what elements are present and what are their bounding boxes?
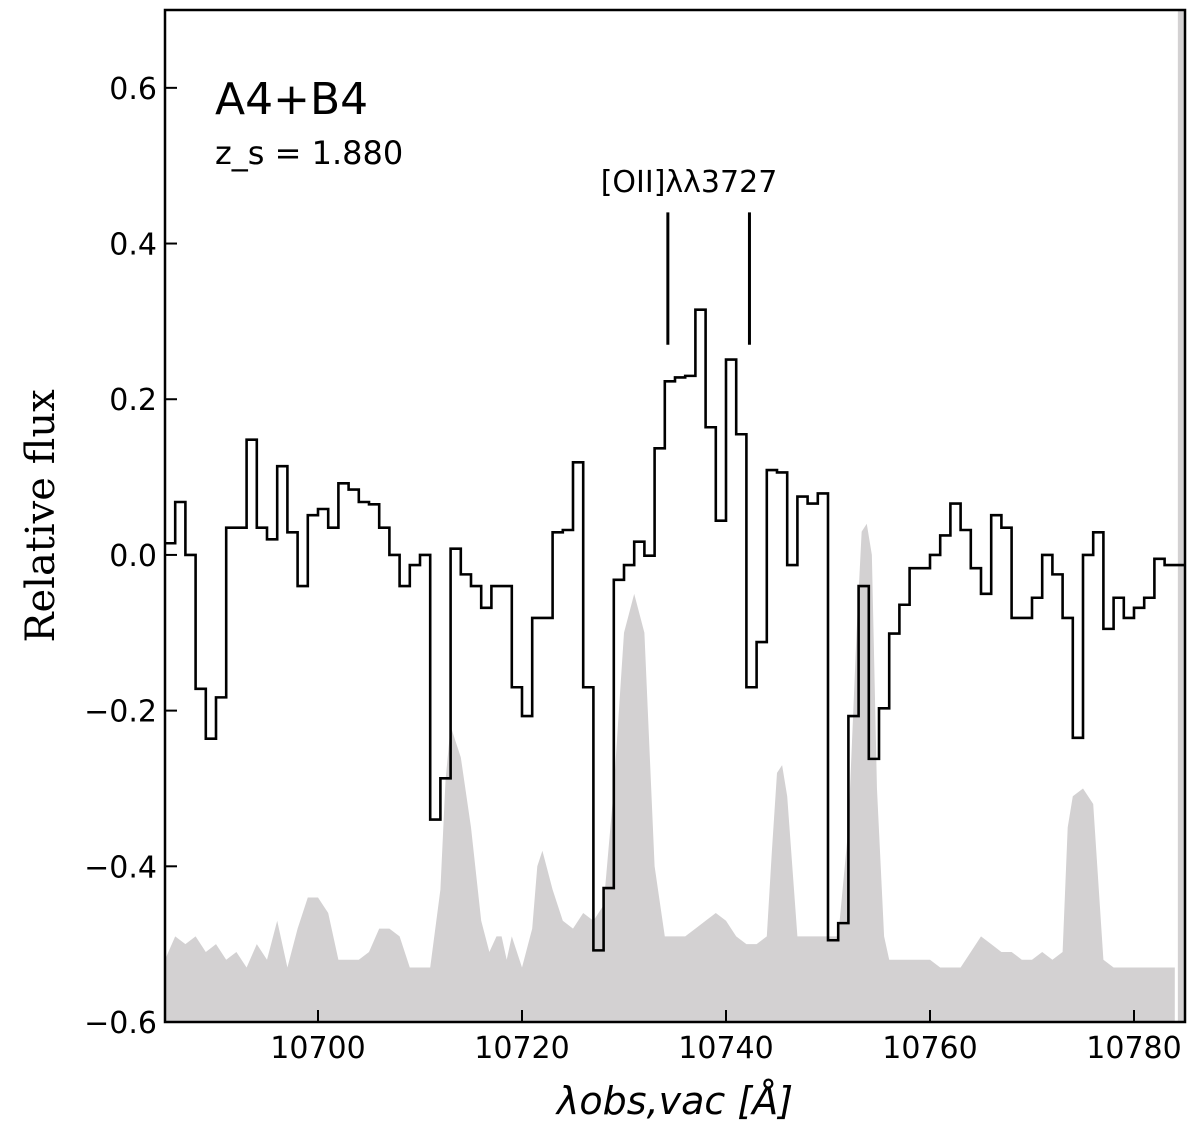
- y-tick-label: 0.4: [109, 228, 157, 263]
- x-axis-label: λobs,vac [Å]: [555, 1079, 793, 1123]
- x-tick-label: 10740: [678, 1031, 773, 1066]
- axes-frame: [163, 8, 1187, 1024]
- y-tick-label: −0.6: [84, 1006, 157, 1041]
- object-spectrum-layer: [165, 308, 1185, 952]
- y-tick-label: −0.4: [84, 850, 157, 885]
- sky-spectrum-area: [165, 523, 1175, 1022]
- y-tick-label: −0.2: [84, 695, 157, 730]
- oii-line-label: [OII]λλ3727: [601, 165, 778, 200]
- x-tick-label: 10760: [882, 1031, 977, 1066]
- x-tick-label: 10780: [1086, 1031, 1181, 1066]
- x-tick-label: 10700: [270, 1031, 365, 1066]
- plot-area: [165, 10, 1185, 1022]
- sky-band-right-edge: [1177, 10, 1185, 1022]
- line-marker-layer: [666, 212, 751, 345]
- chart-title: A4+B4: [215, 74, 368, 125]
- y-tick-label: 0.6: [109, 72, 157, 107]
- object-spectrum-line: [165, 308, 1185, 952]
- x-tick-label: 10720: [474, 1031, 569, 1066]
- y-tick-label: 0.0: [109, 539, 157, 574]
- sky-spectrum-layer: [165, 10, 1185, 1022]
- chart-subtitle: z_s = 1.880: [215, 134, 403, 172]
- y-tick-label: 0.2: [109, 383, 157, 418]
- y-axis-label: Relative flux: [18, 389, 64, 643]
- axes: 10700 10720 10740 10760 10780 −0.6 −0.4 −0.2 0.0…: [84, 8, 1187, 1066]
